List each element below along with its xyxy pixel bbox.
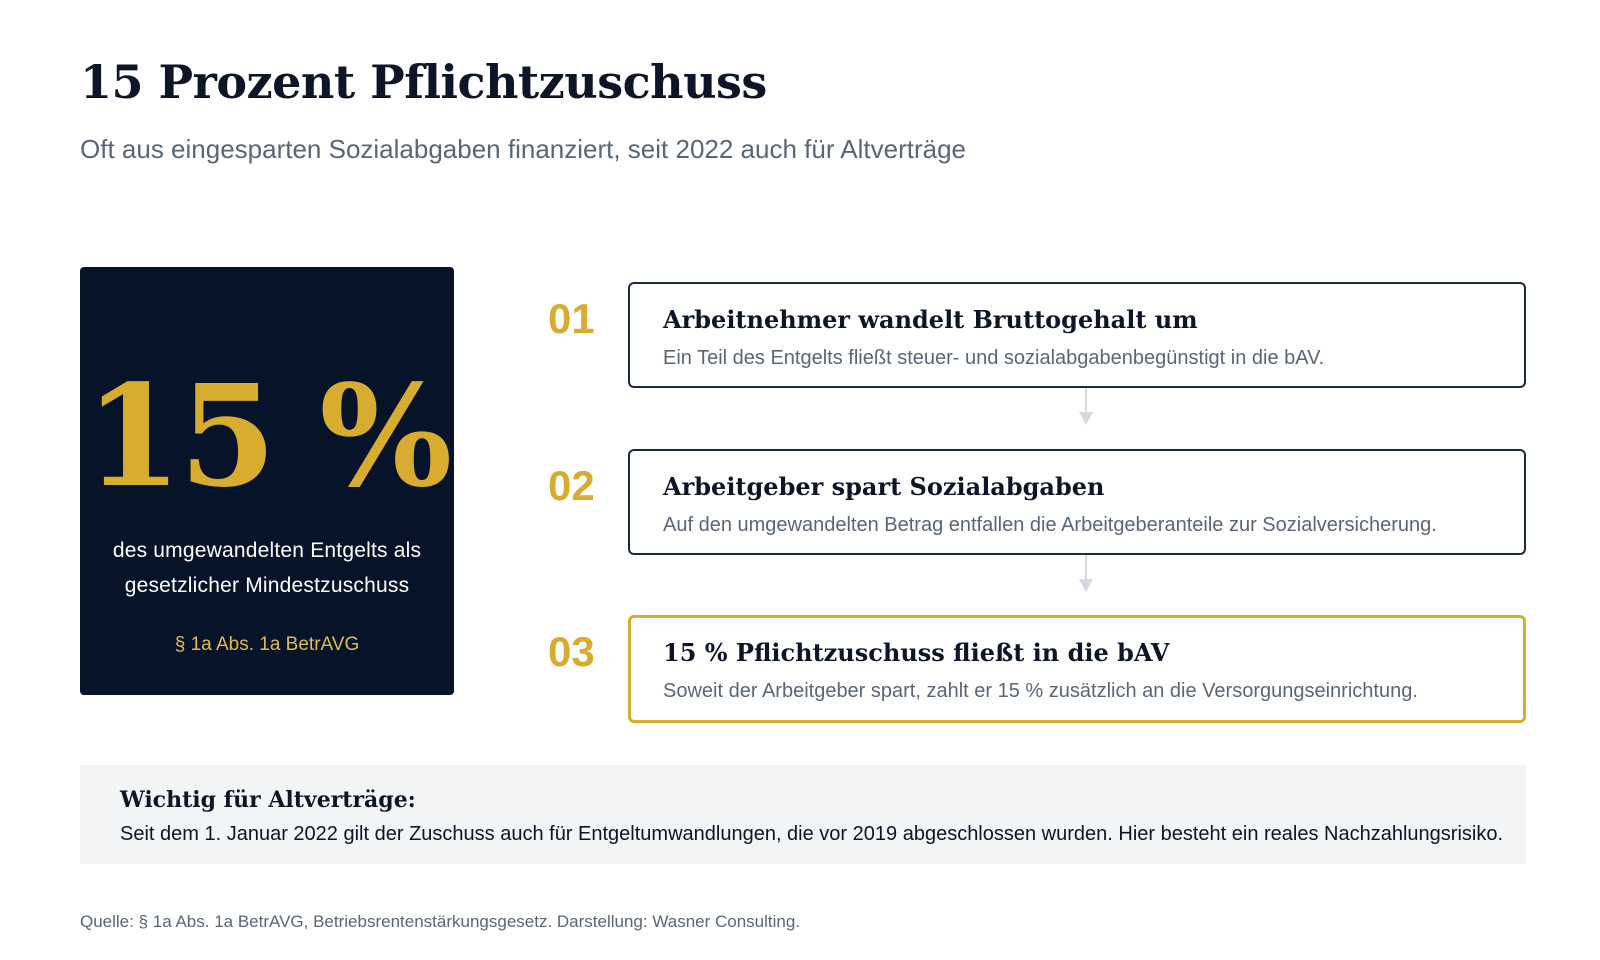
page-subtitle: Oft aus eingesparten Sozialabgaben finan… <box>80 134 967 164</box>
step-title-01: Arbeitnehmer wandelt Bruttogehalt um <box>663 305 1198 334</box>
step-box-03: 15 % Pflichtzuschuss fließt in die bAV S… <box>628 615 1526 723</box>
step-box-02: Arbeitgeber spart Sozialabgaben Auf den … <box>628 449 1526 555</box>
step-box-01: Arbeitnehmer wandelt Bruttogehalt um Ein… <box>628 282 1526 388</box>
step-text-03: Soweit der Arbeitgeber spart, zahlt er 1… <box>663 680 1418 702</box>
step-title-02: Arbeitgeber spart Sozialabgaben <box>663 472 1105 501</box>
note-box: Wichtig für Altverträge: Seit dem 1. Jan… <box>80 765 1526 864</box>
step-number-03: 03 <box>548 628 595 675</box>
arrow-down-icon <box>1079 388 1093 425</box>
stat-law-reference: § 1a Abs. 1a BetrAVG <box>174 634 360 655</box>
stat-description-line2: gesetzlicher Mindestzuschuss <box>124 574 410 597</box>
note-text: Seit dem 1. Januar 2022 gilt der Zuschus… <box>120 823 1504 845</box>
step-title-03: 15 % Pflichtzuschuss fließt in die bAV <box>663 638 1170 667</box>
step-number-02: 02 <box>548 462 595 509</box>
arrow-down-icon <box>1079 555 1093 592</box>
stat-card: 15 % des umgewandelten Entgelts als gese… <box>80 267 454 695</box>
stat-description: des umgewandelten Entgelts als gesetzlic… <box>90 533 444 603</box>
stat-description-line1: des umgewandelten Entgelts als <box>112 539 422 562</box>
page-title: 15 Prozent Pflichtzuschuss <box>80 55 767 109</box>
note-title: Wichtig für Altverträge: <box>120 787 416 813</box>
source-note: Quelle: § 1a Abs. 1a BetrAVG, Betriebsre… <box>80 912 801 931</box>
stat-value: 15 % <box>84 355 453 519</box>
step-text-01: Ein Teil des Entgelts fließt steuer- und… <box>663 347 1325 369</box>
step-number-01: 01 <box>548 295 595 342</box>
step-text-02: Auf den umgewandelten Betrag entfallen d… <box>663 514 1437 536</box>
